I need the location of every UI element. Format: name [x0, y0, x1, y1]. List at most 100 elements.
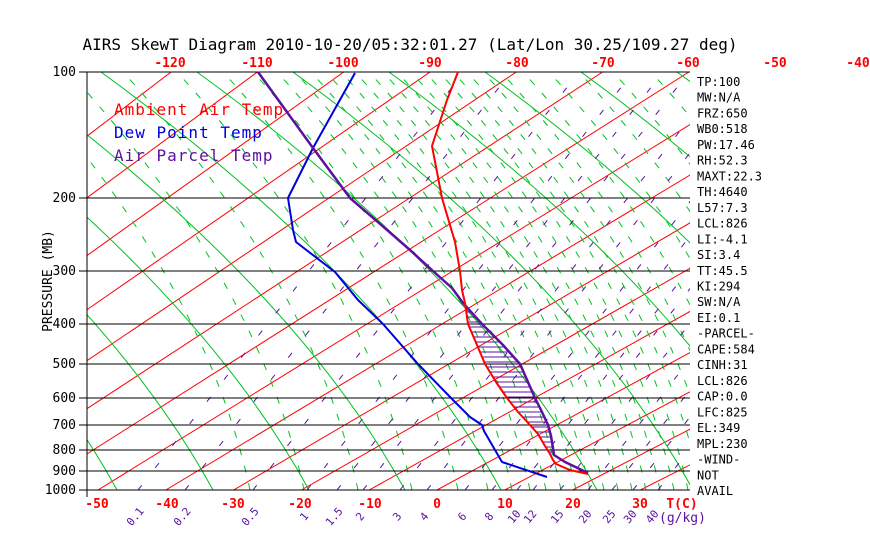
mixing-ratio-line — [184, 72, 512, 490]
pressure-gridlines — [79, 71, 690, 497]
dry-adiabat-line — [87, 313, 214, 490]
moist-adiabat-line — [310, 72, 547, 490]
stats-line: TP:100 — [697, 75, 740, 89]
isotherm-line — [368, 310, 690, 490]
temp-axis-label: -30 — [221, 497, 245, 512]
mixing-ratio-line — [632, 416, 690, 490]
dry-adiabat-gridlines — [87, 72, 870, 490]
isotherm-line — [97, 124, 690, 490]
top-axis-label: -110 — [241, 56, 272, 71]
dry-adiabat-line — [196, 72, 598, 490]
stats-line: MAXT:22.3 — [697, 169, 762, 183]
moist-adiabat-line — [276, 72, 513, 490]
top-axis-labels: -120 -110 -100 -90 -80 -70 -60 -50 -40 — [154, 56, 870, 71]
moist-adiabat-line — [650, 72, 690, 118]
moist-adiabat-line — [452, 72, 689, 490]
top-axis-label: -120 — [154, 56, 185, 71]
stats-line: TH:4640 — [697, 185, 748, 199]
stats-line: AVAIL — [697, 484, 733, 498]
isotherm-line — [87, 72, 431, 311]
mixing-ratio-label: 15 — [548, 507, 566, 526]
moist-adiabat-line — [482, 72, 690, 397]
mixing-ratio-line — [399, 117, 690, 490]
mixing-ratio-label: 6 — [455, 510, 469, 523]
top-axis-label: -40 — [846, 56, 870, 71]
stats-line: FRZ:650 — [697, 106, 748, 120]
mixing-ratio-line — [532, 287, 690, 490]
mixing-ratio-label: 3 — [390, 510, 404, 523]
top-axis-label: -70 — [591, 56, 615, 71]
isotherm-line — [436, 352, 690, 490]
pressure-axis-title: PRESSURE (MB) — [41, 230, 56, 332]
dry-adiabat-line — [773, 72, 870, 490]
top-axis-label: -80 — [505, 56, 529, 71]
mixing-ratio-label: 8 — [482, 510, 496, 523]
ambient-temp-curve — [431, 71, 589, 475]
pressure-axis-label: 400 — [53, 317, 76, 332]
stats-line: CINH:31 — [697, 358, 748, 372]
temp-axis-label: 20 — [565, 497, 581, 512]
sounding-curves — [256, 71, 589, 478]
top-axis-label: -50 — [763, 56, 787, 71]
pressure-axis-label: 1000 — [45, 483, 76, 498]
stats-line: LFC:825 — [697, 405, 748, 419]
mixing-ratio-line — [657, 448, 690, 490]
temp-axis-label: 30 — [632, 497, 648, 512]
temp-axis-label: 0 — [433, 497, 441, 512]
moist-adiabat-line — [122, 72, 359, 490]
legend-item: Dew Point Temp — [114, 123, 263, 142]
moist-adiabat-line — [410, 72, 647, 490]
mixing-unit-label: (g/kg) — [659, 511, 706, 526]
pressure-axis-labels: 100 200 300 400 500 600 700 800 900 1000 — [45, 65, 76, 498]
pressure-axis-label: 200 — [53, 191, 76, 206]
dry-adiabat-line — [484, 72, 690, 244]
pressure-axis-label: 900 — [53, 464, 76, 479]
stats-line: MW:N/A — [697, 91, 741, 105]
mixing-ratio-label: 25 — [600, 507, 618, 526]
temp-unit-label: T(C) — [666, 497, 697, 512]
dry-adiabat-line — [87, 216, 310, 490]
top-axis-label: -60 — [676, 56, 700, 71]
mixing-ratio-line — [137, 72, 465, 490]
mixing-ratio-line — [611, 389, 690, 490]
mixing-ratio-line — [426, 151, 690, 490]
stats-line: -WIND- — [697, 453, 740, 467]
stats-line: EL:349 — [697, 421, 740, 435]
mixing-ratio-line — [587, 358, 690, 490]
legend-item: Ambient Air Temp — [114, 100, 284, 119]
pressure-axis-label: 800 — [53, 443, 76, 458]
moist-adiabat-line — [340, 72, 577, 490]
temperature-axis-labels: -50 -40 -30 -20 -10 0 10 20 30 — [85, 497, 648, 512]
isotherm-line — [87, 72, 690, 455]
dewpoint-curve — [287, 72, 548, 478]
mixing-ratio-label: 12 — [521, 507, 539, 526]
pressure-axis-label: 300 — [53, 264, 76, 279]
stats-line: WB0:518 — [697, 122, 748, 136]
mixing-ratio-line — [252, 72, 580, 490]
mixing-ratio-line — [306, 72, 634, 490]
dry-adiabat-line — [580, 72, 690, 158]
stats-line: LCL:826 — [697, 217, 748, 231]
moist-adiabat-line — [739, 72, 870, 490]
stats-line: LCL:826 — [697, 374, 748, 388]
isotherm-line — [87, 72, 603, 410]
stats-line: SI:3.4 — [697, 248, 740, 262]
legend-item: Air Parcel Temp — [114, 146, 274, 165]
stats-line: CAP:0.0 — [697, 390, 748, 404]
stats-line: RH:52.3 — [697, 154, 748, 168]
moist-adiabat-line — [87, 91, 305, 490]
stats-line: CAPE:584 — [697, 342, 755, 356]
temp-axis-label: -40 — [155, 497, 179, 512]
mixing-ratio-gridlines — [137, 72, 690, 490]
pressure-axis-label: 600 — [53, 391, 76, 406]
isotherm-line — [504, 391, 690, 490]
dry-adiabat-line — [292, 72, 690, 486]
dry-adiabat-line — [87, 134, 406, 490]
stats-line: PW:17.46 — [697, 138, 755, 152]
mixing-ratio-label: 1.5 — [323, 505, 346, 529]
stats-line: SW:N/A — [697, 295, 741, 309]
temp-axis-label: -10 — [358, 497, 382, 512]
